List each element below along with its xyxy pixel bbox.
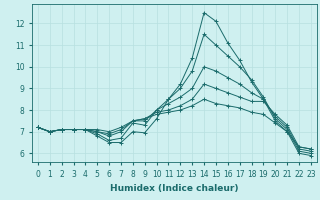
X-axis label: Humidex (Indice chaleur): Humidex (Indice chaleur) — [110, 184, 239, 193]
